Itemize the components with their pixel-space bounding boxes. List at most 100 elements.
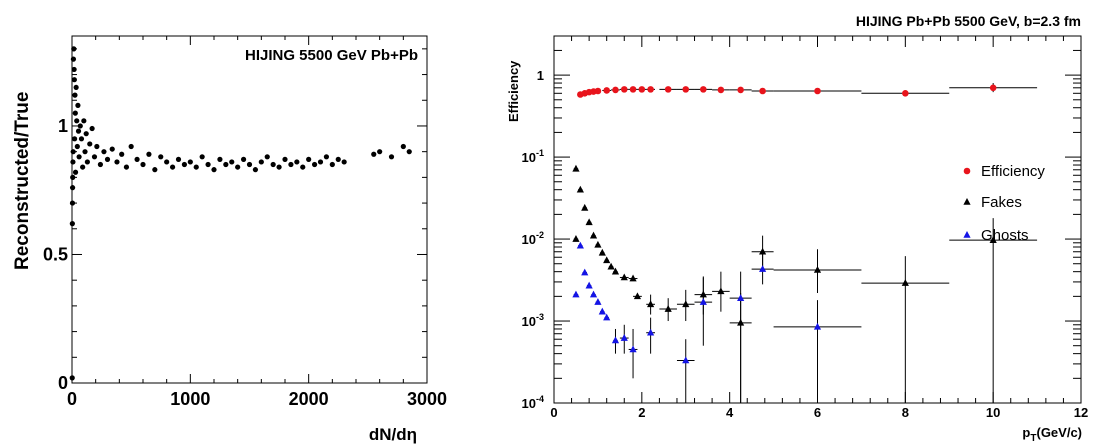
right-panel: HIJING Pb+Pb 5500 GeV, b=2.3 fm pT(GeV/c… [506, 13, 1088, 444]
left-data-point [70, 174, 76, 180]
left-data-point [211, 167, 217, 173]
efficiency-data-point [682, 86, 690, 93]
left-data-point [128, 143, 134, 150]
fakes-data-point [572, 235, 580, 242]
left-data-point [152, 167, 158, 173]
legend-efficiency-marker [963, 167, 971, 175]
left-data-point [223, 161, 229, 168]
ghosts-data-point [598, 307, 606, 315]
left-data-point [69, 221, 75, 227]
right-y-tick-label: 10-3 [522, 312, 544, 329]
left-x-tick-label: 1000 [170, 389, 210, 409]
fakes-data-point [901, 279, 909, 286]
left-data-point [294, 159, 300, 165]
left-data-point [229, 159, 235, 165]
right-y-tick-label: 10-4 [522, 394, 544, 411]
efficiency-data-point [629, 86, 637, 93]
ghosts-data-point [576, 241, 584, 249]
efficiency-data-point [638, 86, 646, 93]
efficiency-data-point [647, 86, 654, 93]
left-data-point [72, 136, 78, 142]
efficiency-data-point [902, 89, 909, 97]
ghosts-data-point [629, 345, 637, 353]
right-x-tick-label: 12 [1074, 405, 1088, 420]
left-data-point [311, 161, 318, 168]
left-data-point [77, 123, 83, 129]
left-data-point [217, 156, 223, 162]
left-data-point [76, 154, 82, 160]
efficiency-data-point [612, 86, 619, 94]
left-data-point [73, 84, 79, 91]
fakes-data-point [585, 218, 593, 226]
right-y-tick-label-base: 10 [522, 396, 536, 411]
left-chart-title: HIJING 5500 GeV Pb+Pb [245, 47, 418, 64]
left-data-point [97, 161, 103, 168]
left-data-point [240, 156, 247, 162]
left-data-point [70, 56, 77, 62]
left-panel: HIJING 5500 GeV Pb+Pb dN/dη Reconstructe… [12, 35, 447, 444]
left-data-point [288, 161, 294, 168]
left-data-point [406, 149, 412, 155]
efficiency-data-point [594, 87, 602, 95]
left-data-point [74, 118, 80, 124]
left-data-point [258, 159, 264, 165]
left-data-point [134, 156, 140, 162]
left-data-point [235, 164, 241, 170]
left-data-point [80, 164, 86, 170]
left-data-point [71, 46, 77, 52]
left-data-point [70, 159, 76, 165]
ghosts-data-point [682, 356, 690, 364]
left-data-point [329, 161, 335, 168]
left-data-point [193, 164, 199, 170]
left-data-point [371, 151, 377, 157]
ghosts-data-point [585, 281, 593, 289]
left-x-tick-label: 3000 [407, 389, 447, 409]
right-x-tick-label: 10 [986, 405, 1000, 420]
fakes-data-point [664, 305, 672, 312]
left-data-point [317, 159, 324, 165]
left-data-point [70, 149, 76, 155]
ghosts-data-point [611, 336, 620, 344]
left-data-point [377, 149, 383, 155]
left-data-point [94, 143, 100, 150]
left-data-point [69, 185, 76, 191]
left-data-point [246, 161, 253, 168]
ghosts-data-point [699, 298, 707, 305]
efficiency-data-point [664, 86, 672, 93]
fakes-data-point [598, 248, 606, 256]
left-data-point [123, 164, 130, 170]
fakes-data-point [620, 273, 628, 281]
right-x-tick-label: 2 [638, 405, 645, 420]
left-data-point [276, 164, 282, 170]
left-data-point [114, 159, 120, 165]
right-x-tick-label: 0 [550, 405, 557, 420]
right-x-axis-label-rest: (GeV/c) [1036, 425, 1082, 440]
legend-ghosts-marker [963, 231, 971, 238]
ghosts-data-point [589, 290, 598, 298]
left-data-point [104, 156, 111, 162]
left-data-point [72, 92, 78, 98]
fakes-data-point [594, 240, 602, 248]
right-x-tick-label: 4 [726, 405, 734, 420]
left-data-point [187, 159, 193, 165]
left-data-point [169, 164, 176, 170]
left-data-point [75, 128, 82, 134]
fakes-data-point [813, 265, 822, 273]
fakes-data-point [759, 247, 767, 255]
left-data-point [78, 136, 85, 142]
left-data-point [84, 159, 90, 165]
left-data-point [323, 154, 330, 160]
left-y-axis-label: Reconstructed/True [12, 92, 33, 270]
right-y-tick-label-base: 10 [522, 150, 536, 165]
left-data-point [400, 143, 406, 150]
right-y-tick-label: 10-1 [522, 148, 544, 165]
left-data-point [252, 167, 259, 173]
left-y-tick-label: 0 [58, 373, 68, 393]
fakes-data-point [717, 287, 725, 295]
left-data-point [205, 161, 211, 168]
left-y-tick-label: 1 [58, 116, 68, 136]
fakes-data-point [647, 300, 655, 308]
legend-ghosts-label: Ghosts [981, 227, 1029, 244]
